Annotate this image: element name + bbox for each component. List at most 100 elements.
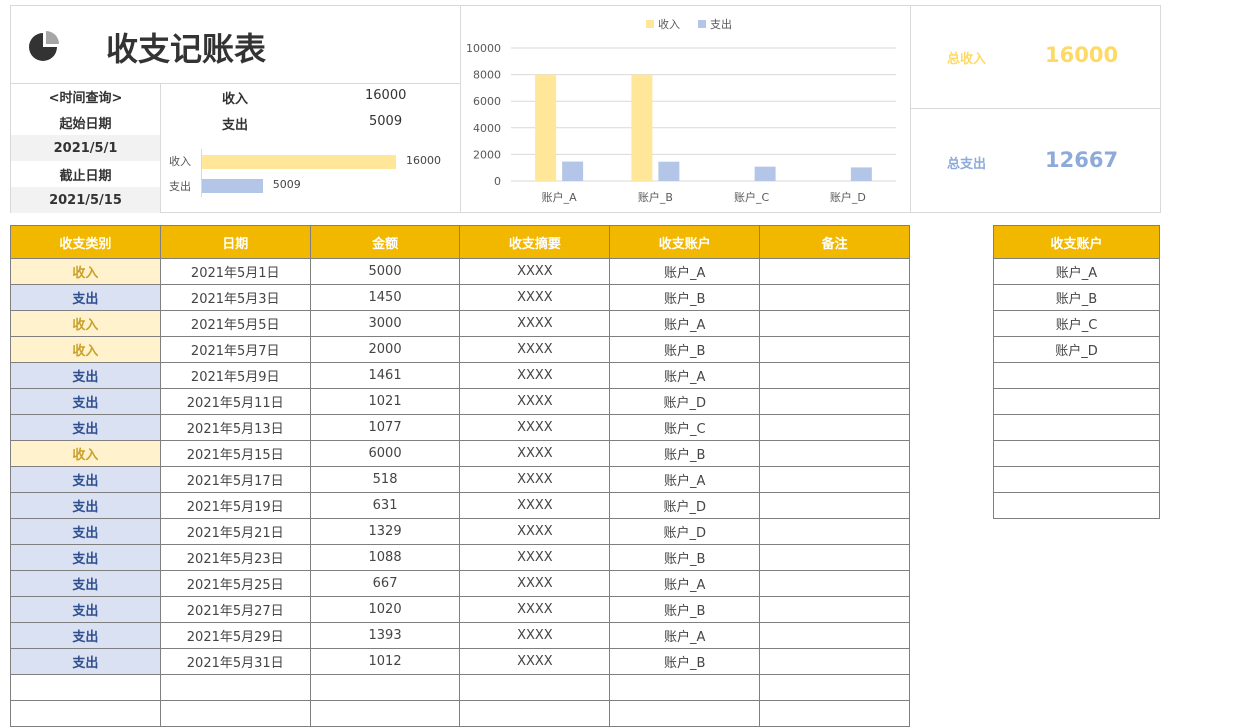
account-cell[interactable]: 账户_B (609, 440, 761, 467)
account-item[interactable]: 账户_D (993, 336, 1160, 363)
empty-cell[interactable] (159, 700, 311, 727)
account-cell[interactable]: 账户_A (609, 570, 761, 597)
date-cell[interactable]: 2021年5月13日 (159, 414, 311, 441)
empty-cell[interactable] (993, 492, 1160, 519)
empty-cell[interactable] (10, 700, 161, 727)
date-cell[interactable]: 2021年5月27日 (159, 596, 311, 623)
summary-cell[interactable]: XXXX (459, 492, 611, 519)
date-cell[interactable]: 2021年5月25日 (159, 570, 311, 597)
amount-cell[interactable]: 667 (309, 570, 461, 597)
account-cell[interactable]: 账户_A (609, 466, 761, 493)
account-cell[interactable]: 账户_D (609, 388, 761, 415)
amount-cell[interactable]: 6000 (309, 440, 461, 467)
empty-cell[interactable] (459, 700, 611, 727)
amount-cell[interactable]: 1021 (309, 388, 461, 415)
summary-cell[interactable]: XXXX (459, 596, 611, 623)
date-cell[interactable]: 2021年5月3日 (159, 284, 311, 311)
note-cell[interactable] (759, 388, 910, 415)
summary-cell[interactable]: XXXX (459, 388, 611, 415)
column-header[interactable]: 收支账户 (609, 225, 761, 259)
summary-cell[interactable]: XXXX (459, 622, 611, 649)
type-cell[interactable]: 支出 (10, 622, 161, 649)
type-cell[interactable]: 支出 (10, 362, 161, 389)
empty-cell[interactable] (759, 674, 910, 701)
amount-cell[interactable]: 1393 (309, 622, 461, 649)
type-cell[interactable]: 收入 (10, 258, 161, 285)
end-date-input[interactable]: 2021/5/15 (11, 187, 160, 213)
empty-cell[interactable] (309, 700, 461, 727)
summary-cell[interactable]: XXXX (459, 414, 611, 441)
empty-cell[interactable] (993, 414, 1160, 441)
note-cell[interactable] (759, 284, 910, 311)
amount-cell[interactable]: 518 (309, 466, 461, 493)
amount-cell[interactable]: 1020 (309, 596, 461, 623)
note-cell[interactable] (759, 544, 910, 571)
date-cell[interactable]: 2021年5月1日 (159, 258, 311, 285)
type-cell[interactable]: 支出 (10, 492, 161, 519)
note-cell[interactable] (759, 596, 910, 623)
summary-cell[interactable]: XXXX (459, 570, 611, 597)
note-cell[interactable] (759, 414, 910, 441)
account-cell[interactable]: 账户_B (609, 596, 761, 623)
empty-cell[interactable] (759, 700, 910, 727)
account-cell[interactable]: 账户_B (609, 648, 761, 675)
summary-cell[interactable]: XXXX (459, 258, 611, 285)
note-cell[interactable] (759, 466, 910, 493)
amount-cell[interactable]: 5000 (309, 258, 461, 285)
empty-cell[interactable] (993, 388, 1160, 415)
type-cell[interactable]: 收入 (10, 336, 161, 363)
summary-cell[interactable]: XXXX (459, 362, 611, 389)
type-cell[interactable]: 支出 (10, 414, 161, 441)
account-cell[interactable]: 账户_A (609, 258, 761, 285)
type-cell[interactable]: 支出 (10, 518, 161, 545)
account-cell[interactable]: 账户_D (609, 518, 761, 545)
summary-cell[interactable]: XXXX (459, 518, 611, 545)
note-cell[interactable] (759, 310, 910, 337)
amount-cell[interactable]: 2000 (309, 336, 461, 363)
note-cell[interactable] (759, 570, 910, 597)
type-cell[interactable]: 支出 (10, 544, 161, 571)
date-cell[interactable]: 2021年5月9日 (159, 362, 311, 389)
column-header[interactable]: 日期 (159, 225, 311, 259)
note-cell[interactable] (759, 622, 910, 649)
date-cell[interactable]: 2021年5月5日 (159, 310, 311, 337)
amount-cell[interactable]: 1077 (309, 414, 461, 441)
account-item[interactable]: 账户_C (993, 310, 1160, 337)
note-cell[interactable] (759, 336, 910, 363)
type-cell[interactable]: 支出 (10, 388, 161, 415)
amount-cell[interactable]: 1450 (309, 284, 461, 311)
type-cell[interactable]: 支出 (10, 284, 161, 311)
account-cell[interactable]: 账户_A (609, 362, 761, 389)
empty-cell[interactable] (993, 440, 1160, 467)
account-cell[interactable]: 账户_B (609, 544, 761, 571)
summary-cell[interactable]: XXXX (459, 648, 611, 675)
account-item[interactable]: 账户_A (993, 258, 1160, 285)
date-cell[interactable]: 2021年5月11日 (159, 388, 311, 415)
amount-cell[interactable]: 1461 (309, 362, 461, 389)
account-cell[interactable]: 账户_B (609, 336, 761, 363)
summary-cell[interactable]: XXXX (459, 544, 611, 571)
date-cell[interactable]: 2021年5月23日 (159, 544, 311, 571)
empty-cell[interactable] (459, 674, 611, 701)
column-header[interactable]: 收支类别 (10, 225, 161, 259)
summary-cell[interactable]: XXXX (459, 336, 611, 363)
date-cell[interactable]: 2021年5月17日 (159, 466, 311, 493)
type-cell[interactable]: 支出 (10, 648, 161, 675)
note-cell[interactable] (759, 362, 910, 389)
empty-cell[interactable] (993, 466, 1160, 493)
summary-cell[interactable]: XXXX (459, 466, 611, 493)
empty-cell[interactable] (993, 362, 1160, 389)
summary-cell[interactable]: XXXX (459, 284, 611, 311)
date-cell[interactable]: 2021年5月31日 (159, 648, 311, 675)
date-cell[interactable]: 2021年5月29日 (159, 622, 311, 649)
type-cell[interactable]: 支出 (10, 570, 161, 597)
column-header[interactable]: 金额 (309, 225, 461, 259)
type-cell[interactable]: 收入 (10, 310, 161, 337)
note-cell[interactable] (759, 258, 910, 285)
empty-cell[interactable] (309, 674, 461, 701)
note-cell[interactable] (759, 492, 910, 519)
note-cell[interactable] (759, 648, 910, 675)
note-cell[interactable] (759, 518, 910, 545)
account-cell[interactable]: 账户_A (609, 622, 761, 649)
empty-cell[interactable] (609, 674, 761, 701)
